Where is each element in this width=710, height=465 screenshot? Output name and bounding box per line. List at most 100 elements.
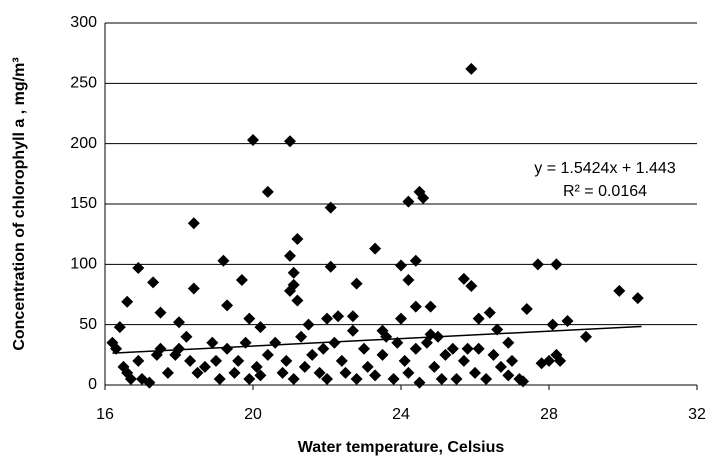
data-point: [428, 360, 441, 373]
trend-line: [112, 325, 642, 354]
y-tick-label: 0: [88, 376, 97, 393]
data-point: [461, 342, 474, 355]
x-tick-label: 32: [688, 406, 706, 423]
data-point: [502, 336, 515, 349]
data-point: [254, 321, 267, 334]
data-point: [276, 366, 289, 379]
data-point: [561, 315, 574, 328]
data-point: [358, 342, 370, 355]
data-point: [465, 62, 478, 75]
data-point: [250, 360, 263, 373]
data-point: [395, 312, 407, 325]
data-point: [191, 366, 204, 379]
data-point: [387, 372, 400, 385]
annotation-box: [525, 158, 685, 206]
data-point: [376, 348, 389, 361]
data-point: [132, 354, 145, 367]
data-point: [232, 354, 245, 367]
x-axis-label: Water temperature, Celsius: [298, 439, 505, 456]
data-point: [446, 342, 459, 355]
data-point: [483, 306, 496, 319]
data-point: [154, 342, 167, 355]
data-point: [346, 324, 359, 337]
data-point: [313, 366, 326, 379]
data-point: [261, 348, 274, 361]
data-point: [457, 272, 470, 285]
data-point: [173, 316, 185, 329]
x-tick-label: 20: [244, 406, 262, 423]
data-point: [147, 276, 160, 289]
y-tick-label: 200: [70, 135, 97, 152]
data-point: [361, 360, 374, 373]
data-point: [398, 354, 411, 367]
data-point: [472, 312, 485, 325]
data-point: [254, 369, 267, 382]
data-point: [494, 360, 507, 373]
data-point: [339, 366, 352, 379]
data-point: [506, 354, 518, 367]
data-point: [154, 306, 167, 319]
data-point: [221, 299, 234, 312]
data-point: [317, 342, 330, 355]
data-point: [306, 348, 319, 361]
data-point: [206, 336, 219, 349]
data-point: [450, 372, 463, 385]
y-tick-label: 100: [70, 256, 97, 273]
data-point: [235, 274, 248, 287]
data-point: [198, 360, 211, 373]
y-tick-label: 250: [70, 75, 97, 92]
data-point: [132, 261, 145, 274]
data-point: [328, 336, 341, 349]
data-point: [324, 201, 337, 214]
equation: y = 1.5424x + 1.443: [534, 160, 676, 177]
data-point: [402, 366, 415, 379]
x-tick-label: 16: [96, 406, 114, 423]
data-point: [531, 258, 544, 271]
data-point: [417, 191, 430, 204]
data-point: [113, 321, 126, 334]
x-tick-label: 24: [392, 406, 410, 423]
data-point: [321, 312, 333, 325]
data-point: [535, 357, 548, 370]
data-point: [291, 232, 304, 245]
data-point: [187, 217, 200, 230]
data-point: [284, 249, 296, 262]
data-point: [324, 260, 337, 273]
data-point: [243, 312, 256, 325]
data-point: [502, 369, 515, 382]
data-point: [350, 277, 363, 290]
y-tick-label: 150: [70, 195, 97, 212]
data-point: [487, 348, 500, 361]
data-point: [424, 300, 437, 313]
data-point: [184, 354, 197, 367]
data-point: [269, 336, 282, 349]
data-point: [472, 342, 485, 355]
data-point: [302, 318, 315, 331]
data-point: [546, 318, 559, 331]
data-point: [613, 284, 626, 297]
x-tick-label: 28: [540, 406, 558, 423]
data-point: [243, 372, 256, 385]
data-point: [295, 330, 308, 343]
data-point: [110, 342, 123, 355]
data-point: [517, 375, 530, 388]
data-point: [143, 376, 156, 389]
data-point: [480, 372, 493, 385]
data-point: [491, 323, 504, 336]
data-point: [465, 280, 478, 293]
data-point: [284, 284, 296, 297]
data-point: [439, 348, 452, 361]
data-point: [213, 372, 226, 385]
data-point: [469, 366, 481, 379]
data-point: [335, 354, 348, 367]
data-point: [369, 242, 382, 255]
data-point: [402, 274, 415, 287]
data-point: [409, 254, 422, 267]
data-point: [180, 330, 193, 343]
data-point: [413, 376, 426, 389]
data-point: [350, 372, 363, 385]
data-point: [554, 354, 567, 367]
data-point: [217, 254, 230, 267]
data-point: [520, 302, 533, 315]
